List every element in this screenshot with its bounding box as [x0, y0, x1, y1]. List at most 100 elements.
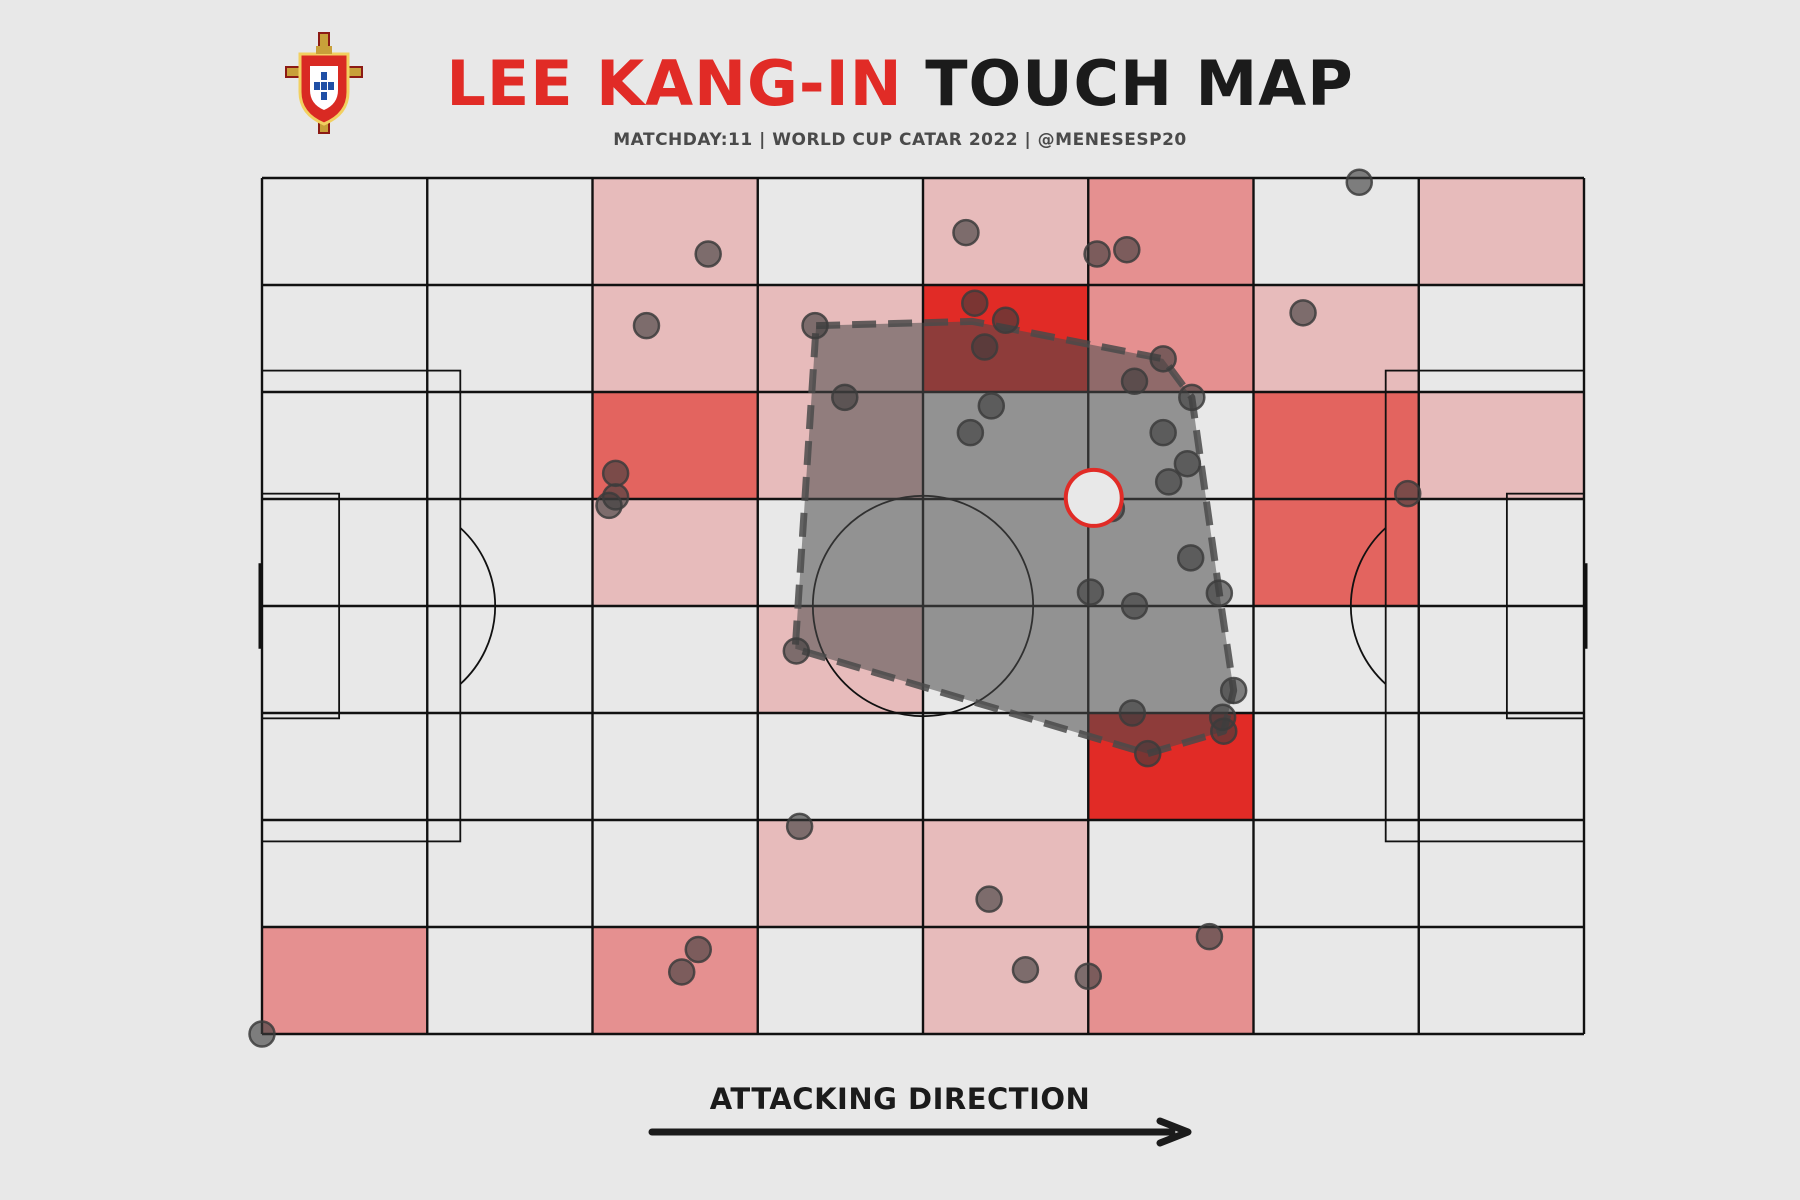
heat-cell [427, 178, 593, 285]
heat-cell [1253, 285, 1419, 392]
heat-cell [262, 499, 428, 606]
heat-cell [427, 927, 593, 1034]
touch-point [1195, 922, 1224, 951]
heat-cell [1253, 606, 1419, 713]
touch-point [1289, 299, 1317, 327]
heat-cell [262, 178, 428, 285]
heat-cell [923, 178, 1089, 285]
touch-point [1120, 367, 1149, 396]
heat-cell [757, 178, 923, 285]
heat-cell [427, 499, 593, 606]
touch-point [694, 240, 722, 268]
heat-cell [923, 927, 1089, 1034]
touch-point [1133, 739, 1162, 768]
heat-cell [592, 499, 758, 606]
heat-cell [262, 820, 428, 927]
heat-cell [427, 713, 593, 820]
average-position [1063, 467, 1124, 528]
heat-cell [1418, 820, 1584, 927]
touch-point [684, 935, 713, 964]
touch-point [595, 491, 623, 520]
touch-point [782, 637, 811, 665]
touch-point [1154, 468, 1183, 496]
touch-point [632, 311, 661, 340]
touch-point [1393, 479, 1422, 508]
heat-cell [757, 713, 923, 820]
heat-cell [427, 285, 593, 392]
heat-cell [427, 392, 593, 499]
touch-hull-polygon [791, 317, 1238, 758]
heat-cell [923, 820, 1089, 927]
heat-cell [1088, 820, 1254, 927]
touch-point [1149, 418, 1177, 447]
heat-cell [1418, 927, 1584, 1034]
heat-cell [427, 606, 593, 713]
touch-point [1113, 235, 1141, 264]
attacking-direction-label: ATTACKING DIRECTION [709, 1082, 1091, 1116]
page-title: LEE KANG-IN TOUCH MAP [0, 44, 1800, 124]
heat-cell [592, 178, 758, 285]
average-position-marker [1063, 467, 1124, 528]
touch-point [952, 218, 980, 247]
heat-cell [1418, 606, 1584, 713]
heat-cell [1418, 285, 1584, 392]
touch-point [991, 306, 1020, 335]
heat-cell [1253, 392, 1419, 499]
heat-cell [592, 713, 758, 820]
touch-point [1219, 676, 1248, 705]
touch-area-hull [791, 317, 1238, 758]
touch-point [1345, 168, 1374, 197]
touch-point [1178, 383, 1206, 412]
touch-point [1011, 956, 1040, 984]
heat-cell [1253, 178, 1419, 285]
portugal-crest-logo [285, 32, 363, 134]
heat-cell [592, 820, 758, 927]
page-subtitle: MATCHDAY:11 | WORLD CUP CATAR 2022 | @ME… [613, 130, 1187, 150]
heat-cell [1253, 927, 1419, 1034]
heat-cell [1418, 713, 1584, 820]
touch-point [785, 812, 814, 841]
heat-cell [427, 820, 593, 927]
heat-cell [1253, 713, 1419, 820]
title-player-name: LEE KANG-IN [446, 47, 903, 120]
heat-cell [592, 606, 758, 713]
touch-point [956, 418, 985, 447]
touch-point [1074, 962, 1102, 990]
heat-cell [592, 285, 758, 392]
heat-cell [757, 820, 923, 927]
heat-cell [262, 713, 428, 820]
touch-point [1176, 544, 1205, 572]
touch-point [961, 289, 989, 317]
touch-point [1120, 592, 1149, 620]
touch-point [975, 885, 1003, 913]
touch-point [970, 333, 999, 361]
heat-cell [262, 392, 428, 499]
touch-point [1083, 240, 1111, 268]
heat-cell [1253, 820, 1419, 927]
heat-cell [1088, 178, 1254, 285]
touch-point [1149, 345, 1177, 373]
heat-cell [1418, 178, 1584, 285]
touch-point [801, 311, 829, 340]
touch-point [1173, 449, 1202, 478]
heat-cell [1418, 392, 1584, 499]
heat-cell [1253, 499, 1419, 606]
heat-cell [757, 927, 923, 1034]
touch-point [667, 958, 696, 986]
touch-point [1210, 717, 1238, 745]
touch-point [977, 392, 1006, 420]
heat-cell [262, 285, 428, 392]
heatmap-layer [262, 178, 1584, 1034]
touch-point [248, 1020, 276, 1048]
touch-points [248, 168, 1422, 1048]
heat-cell [262, 606, 428, 713]
touch-point [831, 383, 859, 412]
title-rest: TOUCH MAP [925, 47, 1354, 120]
heat-cell [1418, 499, 1584, 606]
heat-cell [1088, 927, 1254, 1034]
touch-point [1118, 699, 1147, 727]
touch-point [1076, 578, 1105, 606]
heat-cell [262, 927, 428, 1034]
touch-point [1205, 579, 1234, 607]
